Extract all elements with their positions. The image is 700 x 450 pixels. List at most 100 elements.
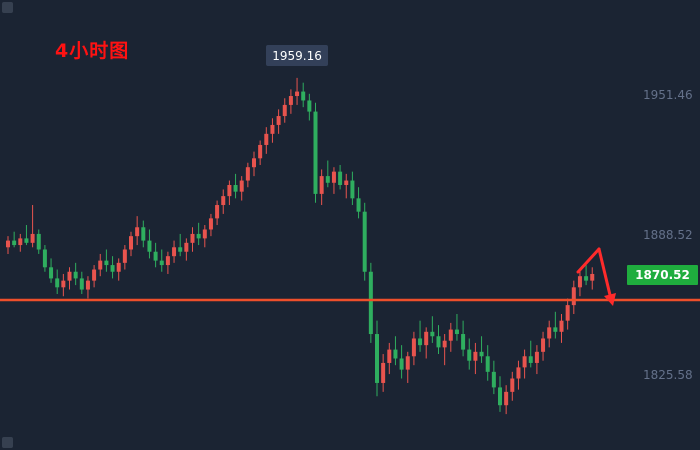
candle-body [79,278,84,290]
candle-body [584,276,589,281]
candle-body [202,229,207,239]
candle-body [245,167,250,181]
candle-body [116,262,121,272]
candle-body [221,196,226,206]
candle-body [42,249,47,268]
candle-body [534,351,539,363]
candle-body [49,267,54,279]
candle-body [24,238,29,243]
candle-body [61,280,66,288]
candle-body [196,233,201,239]
candle-body [362,211,367,272]
candle-body [375,334,379,383]
candle-body [479,351,484,357]
chart-title: 4小时图 [55,40,130,62]
forecast-arrow-line [597,247,612,297]
candle-body [485,356,490,372]
candle-body [239,180,244,192]
candle-body [442,340,447,348]
candle-body [448,329,453,341]
candle-body [356,198,361,212]
candle-body [178,247,183,252]
candle-body [528,356,533,363]
candle-body [295,91,300,97]
candle-body [147,240,152,252]
candle-body [313,111,318,194]
candle-body [325,176,330,183]
candle-body [368,271,373,335]
candle-body [491,371,496,388]
candle-body [418,338,423,346]
candle-body [510,378,515,392]
candle-body [577,276,582,288]
peak-price-value: 1959.16 [272,48,322,63]
candle-body [565,305,570,321]
candle-body [405,356,410,370]
candle-body [258,144,263,159]
candle-body [85,280,90,290]
candle-body [98,260,103,270]
candle-body [208,218,213,230]
candle-body [590,273,595,281]
candle-body [252,158,256,168]
candle-body [381,362,386,383]
candle-body [553,327,558,332]
candle-body [319,176,324,194]
current-price-badge: 1870.52 [627,265,698,286]
candle-body [430,331,435,337]
candle-body [350,180,355,199]
candle-body [344,180,349,185]
candle-body [399,358,404,370]
candle-body [467,349,472,361]
candle-body [504,391,509,406]
candle-body [571,287,576,306]
candle-body [215,205,220,219]
candle-body [516,367,521,379]
candle-body [473,351,478,361]
candle-body [436,336,441,348]
candle-body [122,249,127,263]
candle-body [172,247,177,257]
candle-body [6,240,10,248]
candle-body [110,265,115,272]
candle-body [18,238,23,246]
candle-body [30,233,35,243]
candle-body [153,251,158,261]
candle-body [387,349,392,363]
forecast-arrow-line [576,247,601,274]
peak-price-label: 1959.16 [266,45,329,66]
candle-body [270,124,275,134]
candle-body [36,233,41,250]
candle-body [288,96,293,105]
candle-body [411,338,416,357]
candle-body [393,349,398,359]
candle-body [165,256,170,266]
candle-body [67,271,72,281]
candle-body [276,116,281,125]
candle-body [522,356,527,368]
watermark-fragment-top-icon [2,2,13,13]
candle-body [424,331,429,346]
candle-body [135,227,140,237]
candle-body [73,271,78,279]
watermark-fragment-bottom-icon [2,437,13,448]
candle-body [338,171,343,185]
candle-body [104,260,109,266]
candle-body [264,133,269,145]
candle-body [92,269,97,281]
candle-body [159,260,164,266]
candle-body [307,100,312,112]
candle-body [227,184,232,197]
candle-body [541,338,546,352]
candle-body [498,387,502,406]
candle-body [559,320,564,332]
candle-body [55,278,60,288]
candle-body [12,240,17,246]
candle-body [129,236,133,250]
candle-body [282,104,287,117]
forecast-arrow-head-icon [604,293,616,306]
candle-body [141,227,146,241]
candle-body [190,233,195,243]
